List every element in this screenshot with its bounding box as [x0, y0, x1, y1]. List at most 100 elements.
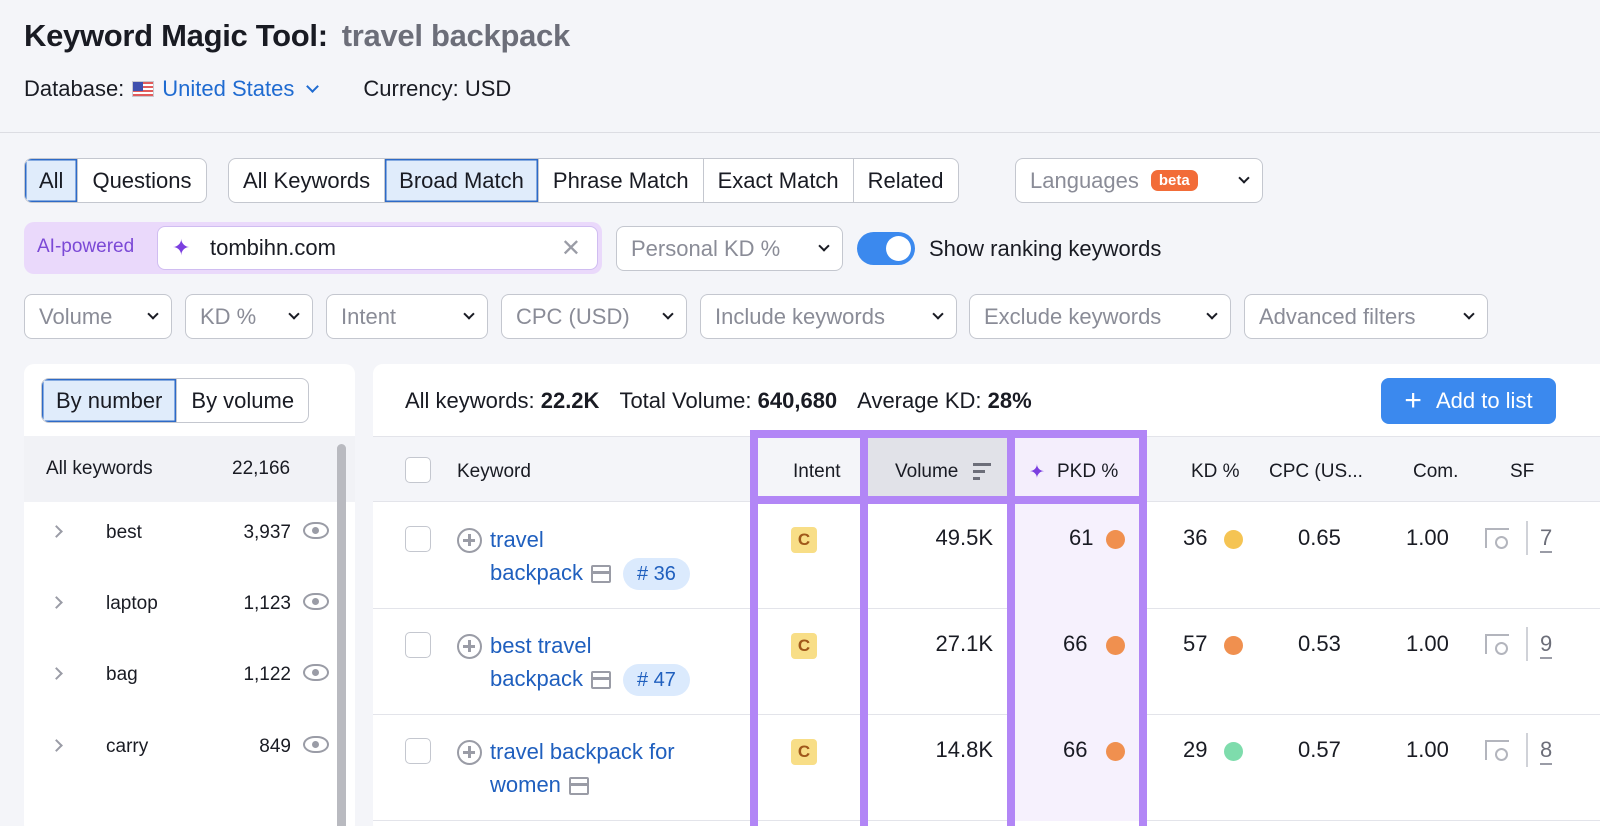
serp-icon[interactable]: [590, 565, 611, 584]
tab-phrase-match[interactable]: Phrase Match: [539, 159, 704, 202]
keyword-text[interactable]: backpack: [490, 666, 583, 691]
tab-questions[interactable]: Questions: [92, 167, 192, 193]
add-circle-icon[interactable]: [457, 528, 482, 553]
tab-exact-match[interactable]: Exact Match: [704, 159, 854, 202]
filter-volume[interactable]: Volume: [24, 294, 172, 339]
cpc-value: 0.57: [1298, 737, 1341, 762]
row-checkbox[interactable]: [405, 632, 431, 658]
chevron-right-icon[interactable]: [50, 525, 63, 538]
serp-features-icon[interactable]: [1485, 634, 1509, 655]
keyword-cell: travel backpack # 36: [457, 523, 717, 590]
col-volume[interactable]: Volume: [895, 461, 959, 482]
add-circle-icon[interactable]: [457, 634, 482, 659]
group-item[interactable]: carry 849: [24, 720, 355, 780]
row-checkbox[interactable]: [405, 526, 431, 552]
chevron-right-icon[interactable]: [50, 596, 63, 609]
serp-icon[interactable]: [590, 671, 611, 690]
table-row: travel backpack # 36 C 49.5K 61 36 0.65 1.…: [373, 503, 1600, 609]
keyword-table-panel: All keywords: 22.2K Total Volume: 640,68…: [373, 364, 1600, 826]
keyword-text[interactable]: best travel: [490, 633, 592, 658]
com-value: 1.00: [1406, 631, 1449, 656]
col-kd[interactable]: KD %: [1191, 461, 1240, 482]
add-circle-icon[interactable]: [457, 740, 482, 765]
keyword-text[interactable]: travel: [490, 527, 544, 552]
total-volume-summary: Total Volume: 640,680: [619, 388, 837, 414]
col-keyword[interactable]: Keyword: [457, 461, 531, 482]
row-checkbox[interactable]: [405, 738, 431, 764]
eye-icon[interactable]: [303, 736, 329, 753]
volume-value: 14.8K: [935, 737, 994, 762]
all-keywords-summary: All keywords: 22.2K: [405, 388, 599, 414]
group-count: 1,123: [243, 593, 291, 614]
personal-kd-dropdown[interactable]: Personal KD %: [616, 226, 843, 271]
filter-exclude-keywords[interactable]: Exclude keywords: [969, 294, 1231, 339]
sort-icon[interactable]: [973, 463, 991, 480]
languages-label: Languages: [1030, 167, 1139, 193]
tab-broad-match[interactable]: Broad Match: [385, 159, 539, 202]
eye-icon[interactable]: [303, 664, 329, 681]
filter-include-keywords[interactable]: Include keywords: [700, 294, 957, 339]
filter-label: Include keywords: [715, 303, 885, 329]
clear-icon[interactable]: ✕: [560, 234, 581, 262]
keyword-link[interactable]: best travel backpack # 47: [490, 629, 717, 696]
tab-by-volume[interactable]: By volume: [191, 387, 295, 413]
keyword-link[interactable]: travel backpack # 36: [490, 523, 717, 590]
database-selector[interactable]: United States: [162, 76, 295, 101]
keyword-text[interactable]: women: [490, 772, 561, 797]
chevron-down-icon: [1206, 308, 1218, 320]
filter-intent[interactable]: Intent: [326, 294, 488, 339]
select-all-checkbox[interactable]: [405, 457, 431, 483]
chevron-right-icon[interactable]: [50, 739, 63, 752]
tab-by-number[interactable]: By number: [42, 379, 178, 422]
tab-all[interactable]: All: [25, 159, 79, 202]
ai-powered-box: AI-powered ✦ tombihn.com ✕: [24, 222, 602, 274]
col-sf[interactable]: SF: [1510, 461, 1535, 482]
summary-value: 22.2K: [540, 388, 600, 413]
add-to-list-button[interactable]: + Add to list: [1381, 378, 1556, 424]
tab-all-keywords[interactable]: All Keywords: [229, 159, 386, 202]
sf-count[interactable]: 9: [1540, 631, 1553, 659]
filter-kd[interactable]: KD %: [185, 294, 313, 339]
domain-input[interactable]: ✦ tombihn.com ✕: [157, 226, 598, 270]
tab-related[interactable]: Related: [867, 167, 944, 193]
ai-powered-label: AI-powered: [37, 236, 135, 257]
serp-features-icon[interactable]: [1485, 740, 1509, 761]
col-intent[interactable]: Intent: [793, 461, 841, 482]
serp-features-icon[interactable]: [1485, 528, 1509, 549]
pkd-cell-bg: [1007, 715, 1147, 821]
cpc-value: 0.53: [1298, 631, 1341, 656]
match-tabs: All Keywords Broad Match Phrase Match Ex…: [228, 158, 959, 203]
keyword-text[interactable]: backpack: [490, 560, 583, 585]
sf-count[interactable]: 8: [1540, 737, 1553, 765]
keyword-link[interactable]: travel backpack for women: [490, 735, 717, 801]
kd-dot-icon: [1224, 530, 1243, 549]
filter-cpc[interactable]: CPC (USD): [501, 294, 687, 339]
intent-badge: C: [791, 739, 817, 765]
languages-dropdown[interactable]: Languages beta: [1015, 158, 1263, 203]
eye-icon[interactable]: [303, 522, 329, 539]
col-cpc[interactable]: CPC (US...: [1269, 461, 1363, 482]
group-item[interactable]: best 3,937: [24, 506, 355, 566]
header-highlight-divider: [750, 496, 1147, 504]
keyword-text[interactable]: travel backpack for: [490, 739, 675, 764]
filter-advanced[interactable]: Advanced filters: [1244, 294, 1488, 339]
sf-count[interactable]: 7: [1540, 525, 1553, 553]
filter-label: Volume: [39, 303, 113, 329]
kd-value: 57: [1183, 631, 1208, 656]
eye-icon[interactable]: [303, 593, 329, 610]
title-row: Keyword Magic Tool: travel backpack: [24, 18, 570, 54]
show-ranking-toggle[interactable]: [857, 232, 915, 265]
col-pkd[interactable]: PKD %: [1057, 461, 1119, 482]
summary-label: All keywords:: [405, 388, 535, 413]
chevron-down-icon[interactable]: [306, 80, 320, 93]
group-item[interactable]: laptop 1,123: [24, 577, 355, 637]
group-all-keywords[interactable]: All keywords 22,166: [24, 436, 355, 502]
serp-icon[interactable]: [568, 777, 589, 796]
group-item[interactable]: bag 1,122: [24, 648, 355, 708]
chevron-right-icon[interactable]: [50, 667, 63, 680]
pkd-value: 61: [1069, 525, 1094, 550]
col-com[interactable]: Com.: [1413, 461, 1459, 482]
groups-scrollbar[interactable]: [337, 444, 346, 826]
sparkle-icon: ✦: [172, 235, 191, 260]
query-title: travel backpack: [341, 18, 570, 53]
